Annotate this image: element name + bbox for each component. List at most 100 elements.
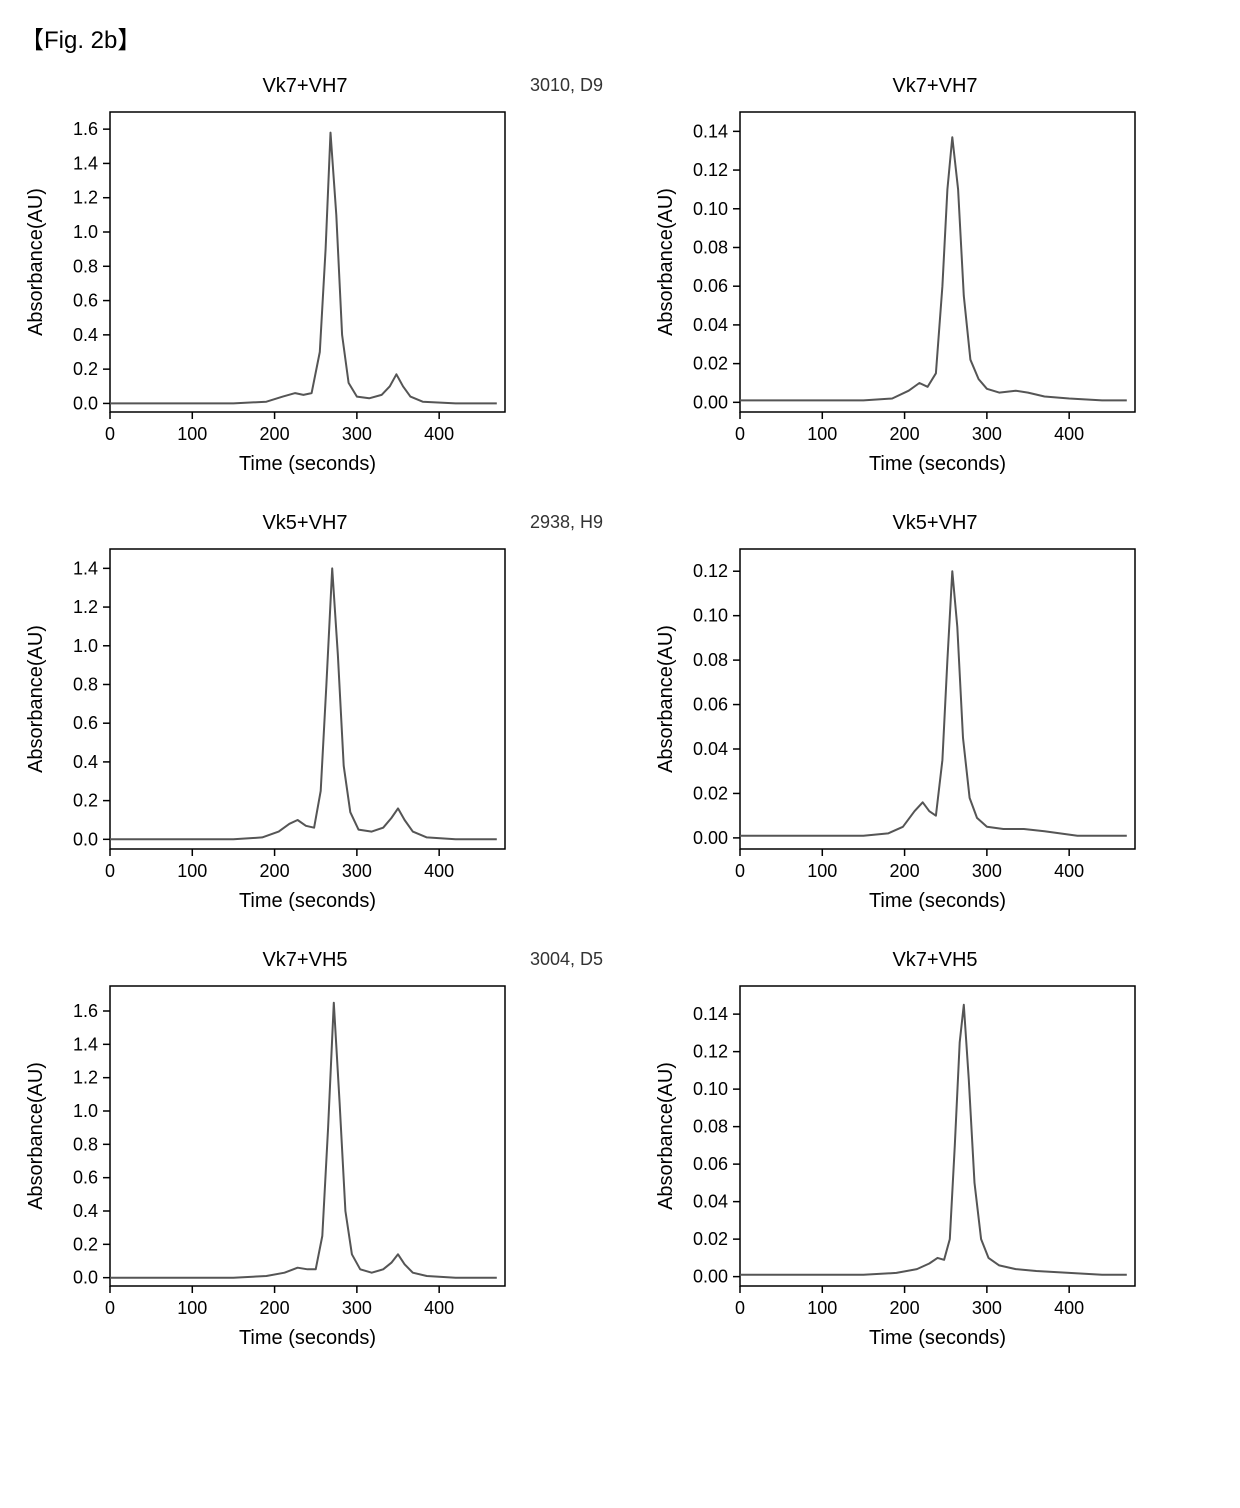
x-tick-label: 200 — [890, 1298, 920, 1318]
y-tick-label: 0.10 — [693, 606, 728, 626]
y-tick-label: 1.2 — [73, 1068, 98, 1088]
y-tick-label: 1.4 — [73, 558, 98, 578]
row-label: 3010, D9 — [530, 75, 603, 96]
y-tick-label: 0.02 — [693, 354, 728, 374]
x-tick-label: 200 — [890, 861, 920, 881]
x-axis-label: Time (seconds) — [869, 1327, 1006, 1349]
y-tick-label: 0.12 — [693, 1042, 728, 1062]
chart-svg: 01002003004000.00.20.40.60.81.01.21.41.6… — [20, 102, 520, 482]
chart-title: Vk7+VH5 — [650, 949, 1220, 972]
chart-title: Vk7+VH5 — [20, 949, 590, 972]
y-axis-label: Absorbance(AU) — [25, 625, 47, 773]
y-axis-label: Absorbance(AU) — [655, 625, 677, 773]
y-tick-label: 1.0 — [73, 636, 98, 656]
chart-svg: 01002003004000.00.20.40.60.81.01.21.41.6… — [20, 976, 520, 1356]
x-tick-label: 300 — [972, 1298, 1002, 1318]
chart-grid: Vk7+VH7 0 100 200 300 400 0.0 0.2 0.4 0.6 0.8 1.0 1.… — [20, 75, 1220, 1356]
y-tick-label: 1.4 — [73, 153, 98, 173]
data-line — [110, 568, 497, 839]
x-tick-label: 100 — [807, 861, 837, 881]
y-tick-label: 0.4 — [73, 325, 98, 345]
chart-panel: 2938, H9Vk5+VH701002003004000.000.020.04… — [650, 512, 1220, 919]
x-tick-label: 200 — [260, 1298, 290, 1318]
chart-panel: Vk7+VH701002003004000.00.20.40.60.81.01.… — [20, 75, 590, 482]
x-tick-label: 300 — [342, 1298, 372, 1318]
y-tick-label: 0.04 — [693, 315, 728, 335]
chart-panel: Vk5+VH701002003004000.00.20.40.60.81.01.… — [20, 512, 590, 919]
y-tick-label: 0.00 — [693, 828, 728, 848]
y-tick-label: 1.2 — [73, 188, 98, 208]
y-tick-label: 0.8 — [73, 1134, 98, 1154]
y-tick-label: 1.0 — [73, 1101, 98, 1121]
x-tick-label: 400 — [1054, 861, 1084, 881]
y-tick-label: 0.12 — [693, 160, 728, 180]
data-line — [740, 571, 1127, 836]
x-tick-label: 400 — [424, 424, 454, 444]
y-tick-label: 1.4 — [73, 1034, 98, 1054]
plot-border — [740, 112, 1135, 412]
y-tick-label: 0.8 — [73, 674, 98, 694]
plot-border — [110, 549, 505, 849]
x-tick-label: 200 — [260, 861, 290, 881]
y-axis-label: Absorbance(AU) — [655, 188, 677, 336]
y-tick-label: 0.2 — [73, 791, 98, 811]
x-tick-label: 0 — [105, 1298, 115, 1318]
x-tick-label: 200 — [260, 424, 290, 444]
chart-svg: 01002003004000.000.020.040.060.080.100.1… — [650, 976, 1150, 1356]
y-tick-label: 0.2 — [73, 1234, 98, 1254]
chart-svg: 01002003004000.00.20.40.60.81.01.21.4Tim… — [20, 539, 520, 919]
x-tick-label: 0 — [735, 861, 745, 881]
y-tick-label: 0.00 — [693, 392, 728, 412]
x-axis-label: Time (seconds) — [869, 890, 1006, 912]
x-tick-label: 400 — [1054, 1298, 1084, 1318]
x-axis-label: Time (seconds) — [239, 1327, 376, 1349]
row-label: 3004, D5 — [530, 949, 603, 970]
chart-svg: 01002003004000.000.020.040.060.080.100.1… — [650, 102, 1150, 482]
y-tick-label: 1.6 — [73, 1001, 98, 1021]
y-tick-label: 1.6 — [73, 119, 98, 139]
y-axis-label: Absorbance(AU) — [25, 1062, 47, 1210]
x-tick-label: 400 — [424, 1298, 454, 1318]
x-tick-label: 0 — [105, 424, 115, 444]
x-tick-label: 0 — [105, 861, 115, 881]
y-tick-label: 0.0 — [73, 393, 98, 413]
y-tick-label: 0.02 — [693, 1229, 728, 1249]
y-tick-label: 0.08 — [693, 650, 728, 670]
y-axis-label: Absorbance(AU) — [25, 188, 47, 336]
chart-panel: 3010, D9Vk7+VH701002003004000.000.020.04… — [650, 75, 1220, 482]
chart-title: Vk7+VH7 — [650, 75, 1220, 98]
x-tick-label: 100 — [807, 424, 837, 444]
plot-border — [740, 986, 1135, 1286]
x-tick-label: 0 — [735, 424, 745, 444]
x-tick-label: 0 — [735, 1298, 745, 1318]
x-tick-label: 100 — [807, 1298, 837, 1318]
x-axis-label: Time (seconds) — [869, 453, 1006, 475]
y-tick-label: 0.6 — [73, 291, 98, 311]
chart-panel: 3004, D5Vk7+VH501002003004000.000.020.04… — [650, 949, 1220, 1356]
x-tick-label: 300 — [342, 861, 372, 881]
y-tick-label: 0.04 — [693, 739, 728, 759]
y-tick-label: 0.0 — [73, 1268, 98, 1288]
data-line — [740, 137, 1127, 400]
x-tick-label: 300 — [972, 861, 1002, 881]
y-tick-label: 0.14 — [693, 121, 728, 141]
y-tick-label: 0.10 — [693, 199, 728, 219]
x-tick-label: 400 — [424, 861, 454, 881]
y-tick-label: 0.4 — [73, 752, 98, 772]
x-axis-label: Time (seconds) — [239, 453, 376, 475]
x-axis-label: Time (seconds) — [239, 890, 376, 912]
chart-title: Vk7+VH7 — [20, 75, 590, 98]
x-tick-label: 100 — [177, 861, 207, 881]
x-tick-label: 100 — [177, 424, 207, 444]
figure-label: 【Fig. 2b】 — [20, 20, 1220, 55]
chart-title: Vk5+VH7 — [20, 512, 590, 535]
y-tick-label: 0.14 — [693, 1004, 728, 1024]
chart-title: Vk5+VH7 — [650, 512, 1220, 535]
y-axis-label: Absorbance(AU) — [655, 1062, 677, 1210]
y-tick-label: 0.00 — [693, 1267, 728, 1287]
y-tick-label: 0.06 — [693, 1154, 728, 1174]
x-tick-label: 400 — [1054, 424, 1084, 444]
y-tick-label: 0.06 — [693, 276, 728, 296]
x-tick-label: 100 — [177, 1298, 207, 1318]
y-tick-label: 0.06 — [693, 695, 728, 715]
